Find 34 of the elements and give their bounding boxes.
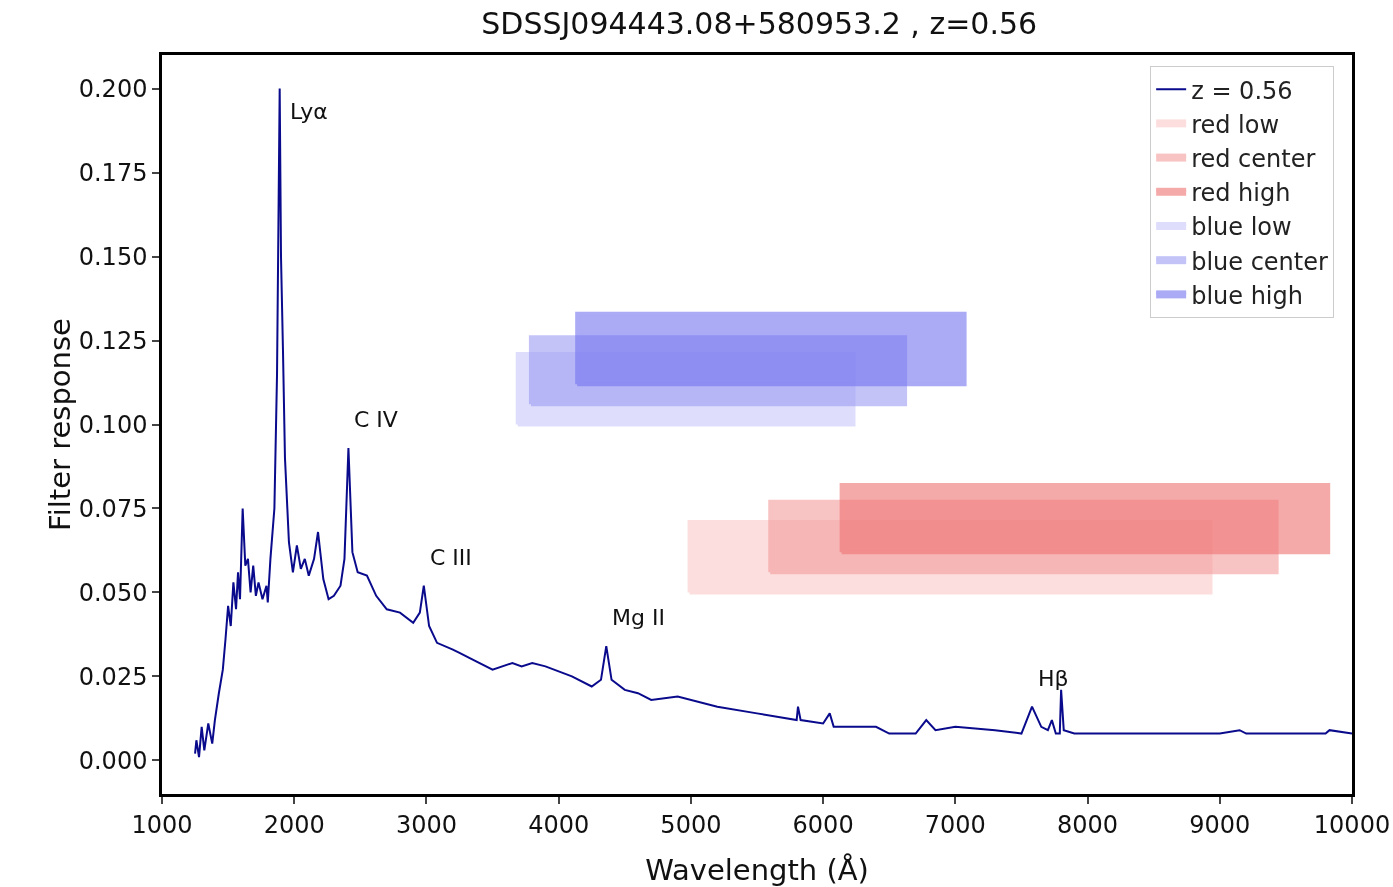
legend-label: blue high [1191,281,1303,310]
y-tick-label: 0.175 [78,158,148,187]
x-tick-label: 6000 [792,810,854,839]
annotation: Hβ [1038,666,1069,691]
chart-title: SDSSJ094443.08+580953.2 , z=0.56 [481,6,1038,42]
x-tick-label: 7000 [924,810,986,839]
x-axis-title: Wavelength (Å) [645,853,869,887]
y-tick-label: 0.200 [78,74,148,103]
legend-label: blue center [1191,247,1329,276]
legend-label: red low [1191,110,1280,139]
legend-label: red center [1191,144,1316,173]
x-tick-label: 1000 [131,810,193,839]
annotation: C III [430,545,472,570]
x-tick-label: 9000 [1189,810,1251,839]
annotation: C IV [354,407,398,432]
annotation: Lyα [290,99,328,124]
legend-label: z = 0.56 [1191,76,1293,105]
y-tick-label: 0.075 [78,494,148,523]
y-tick-label: 0.050 [78,578,148,607]
x-tick-label: 2000 [263,810,325,839]
y-tick-label: 0.025 [78,662,148,691]
annotation: Mg II [612,605,665,630]
x-tick-label: 4000 [528,810,590,839]
x-tick-label: 5000 [660,810,722,839]
x-tick-label: 8000 [1057,810,1119,839]
legend-label: red high [1191,179,1291,208]
y-tick-label: 0.100 [78,410,148,439]
legend-label: blue low [1191,213,1292,242]
x-tick-label: 10000 [1313,810,1391,839]
y-tick-label: 0.125 [78,326,148,355]
y-tick-label: 0.150 [78,242,148,271]
x-tick-label: 3000 [395,810,457,839]
y-axis-title: Filter response [42,318,77,531]
y-tick-label: 0.000 [78,746,148,775]
